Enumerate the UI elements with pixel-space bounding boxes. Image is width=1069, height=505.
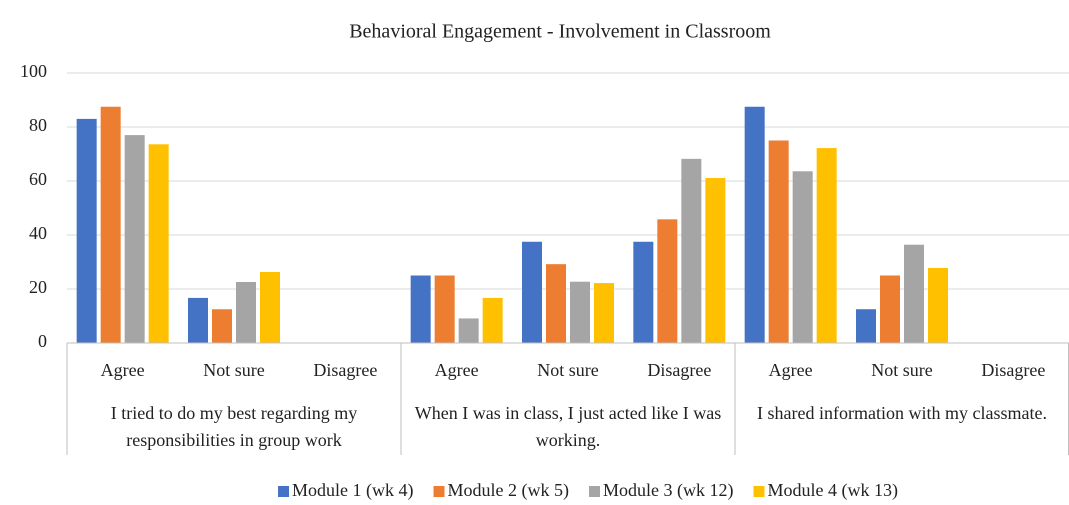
bar (744, 106, 765, 343)
chart-title: Behavioral Engagement - Involvement in C… (349, 21, 771, 43)
group-label: I shared information with my classmate. (757, 403, 1047, 423)
bar (705, 178, 726, 343)
y-tick-label: 40 (29, 223, 47, 243)
y-tick-label: 80 (29, 115, 47, 135)
bar (522, 241, 542, 343)
bar (124, 135, 145, 343)
x-tick-label: Agree (435, 360, 479, 380)
bar (458, 318, 479, 343)
x-tick-label: Disagree (647, 360, 711, 380)
bar (570, 281, 590, 343)
x-tick-label: Not sure (871, 360, 933, 380)
bar (880, 275, 900, 343)
bar (816, 148, 837, 343)
x-tick-label: Agree (101, 360, 145, 380)
bar (657, 219, 678, 343)
legend-swatch (753, 486, 765, 497)
bar (410, 275, 431, 343)
x-tick-label: Disagree (981, 360, 1045, 380)
legend-swatch (589, 486, 600, 497)
legend-label: Module 3 (wk 12) (603, 480, 733, 501)
x-tick-label: Not sure (537, 360, 599, 380)
group-label: When I was in class, I just acted like I… (414, 403, 722, 450)
bar (904, 244, 924, 343)
bar (856, 309, 876, 343)
y-tick-label: 100 (20, 61, 47, 81)
x-tick-label: Agree (769, 360, 813, 380)
bar (434, 275, 455, 343)
bar (594, 283, 614, 343)
legend-swatch (278, 486, 290, 497)
legend-label: Module 1 (wk 4) (292, 480, 413, 501)
x-tick-label: Disagree (313, 360, 377, 380)
bar (188, 297, 208, 343)
bar (792, 171, 813, 343)
y-tick-label: 0 (38, 331, 47, 351)
bar (260, 271, 280, 343)
legend-swatch (433, 486, 445, 497)
bar (482, 297, 503, 343)
legend-label: Module 2 (wk 5) (448, 480, 569, 501)
bar (236, 281, 256, 343)
y-tick-label: 60 (29, 169, 47, 189)
bar (148, 144, 169, 343)
y-tick-label: 20 (29, 277, 47, 297)
group-label: I tried to do my best regarding my respo… (110, 403, 358, 450)
bar (681, 158, 702, 343)
bar (100, 106, 121, 343)
bar (212, 309, 232, 343)
bar (768, 140, 789, 343)
bar (928, 267, 948, 343)
bar (546, 264, 566, 343)
bar (76, 118, 97, 344)
bar (633, 241, 654, 343)
x-tick-label: Not sure (203, 360, 265, 380)
legend-label: Module 4 (wk 13) (767, 480, 897, 501)
